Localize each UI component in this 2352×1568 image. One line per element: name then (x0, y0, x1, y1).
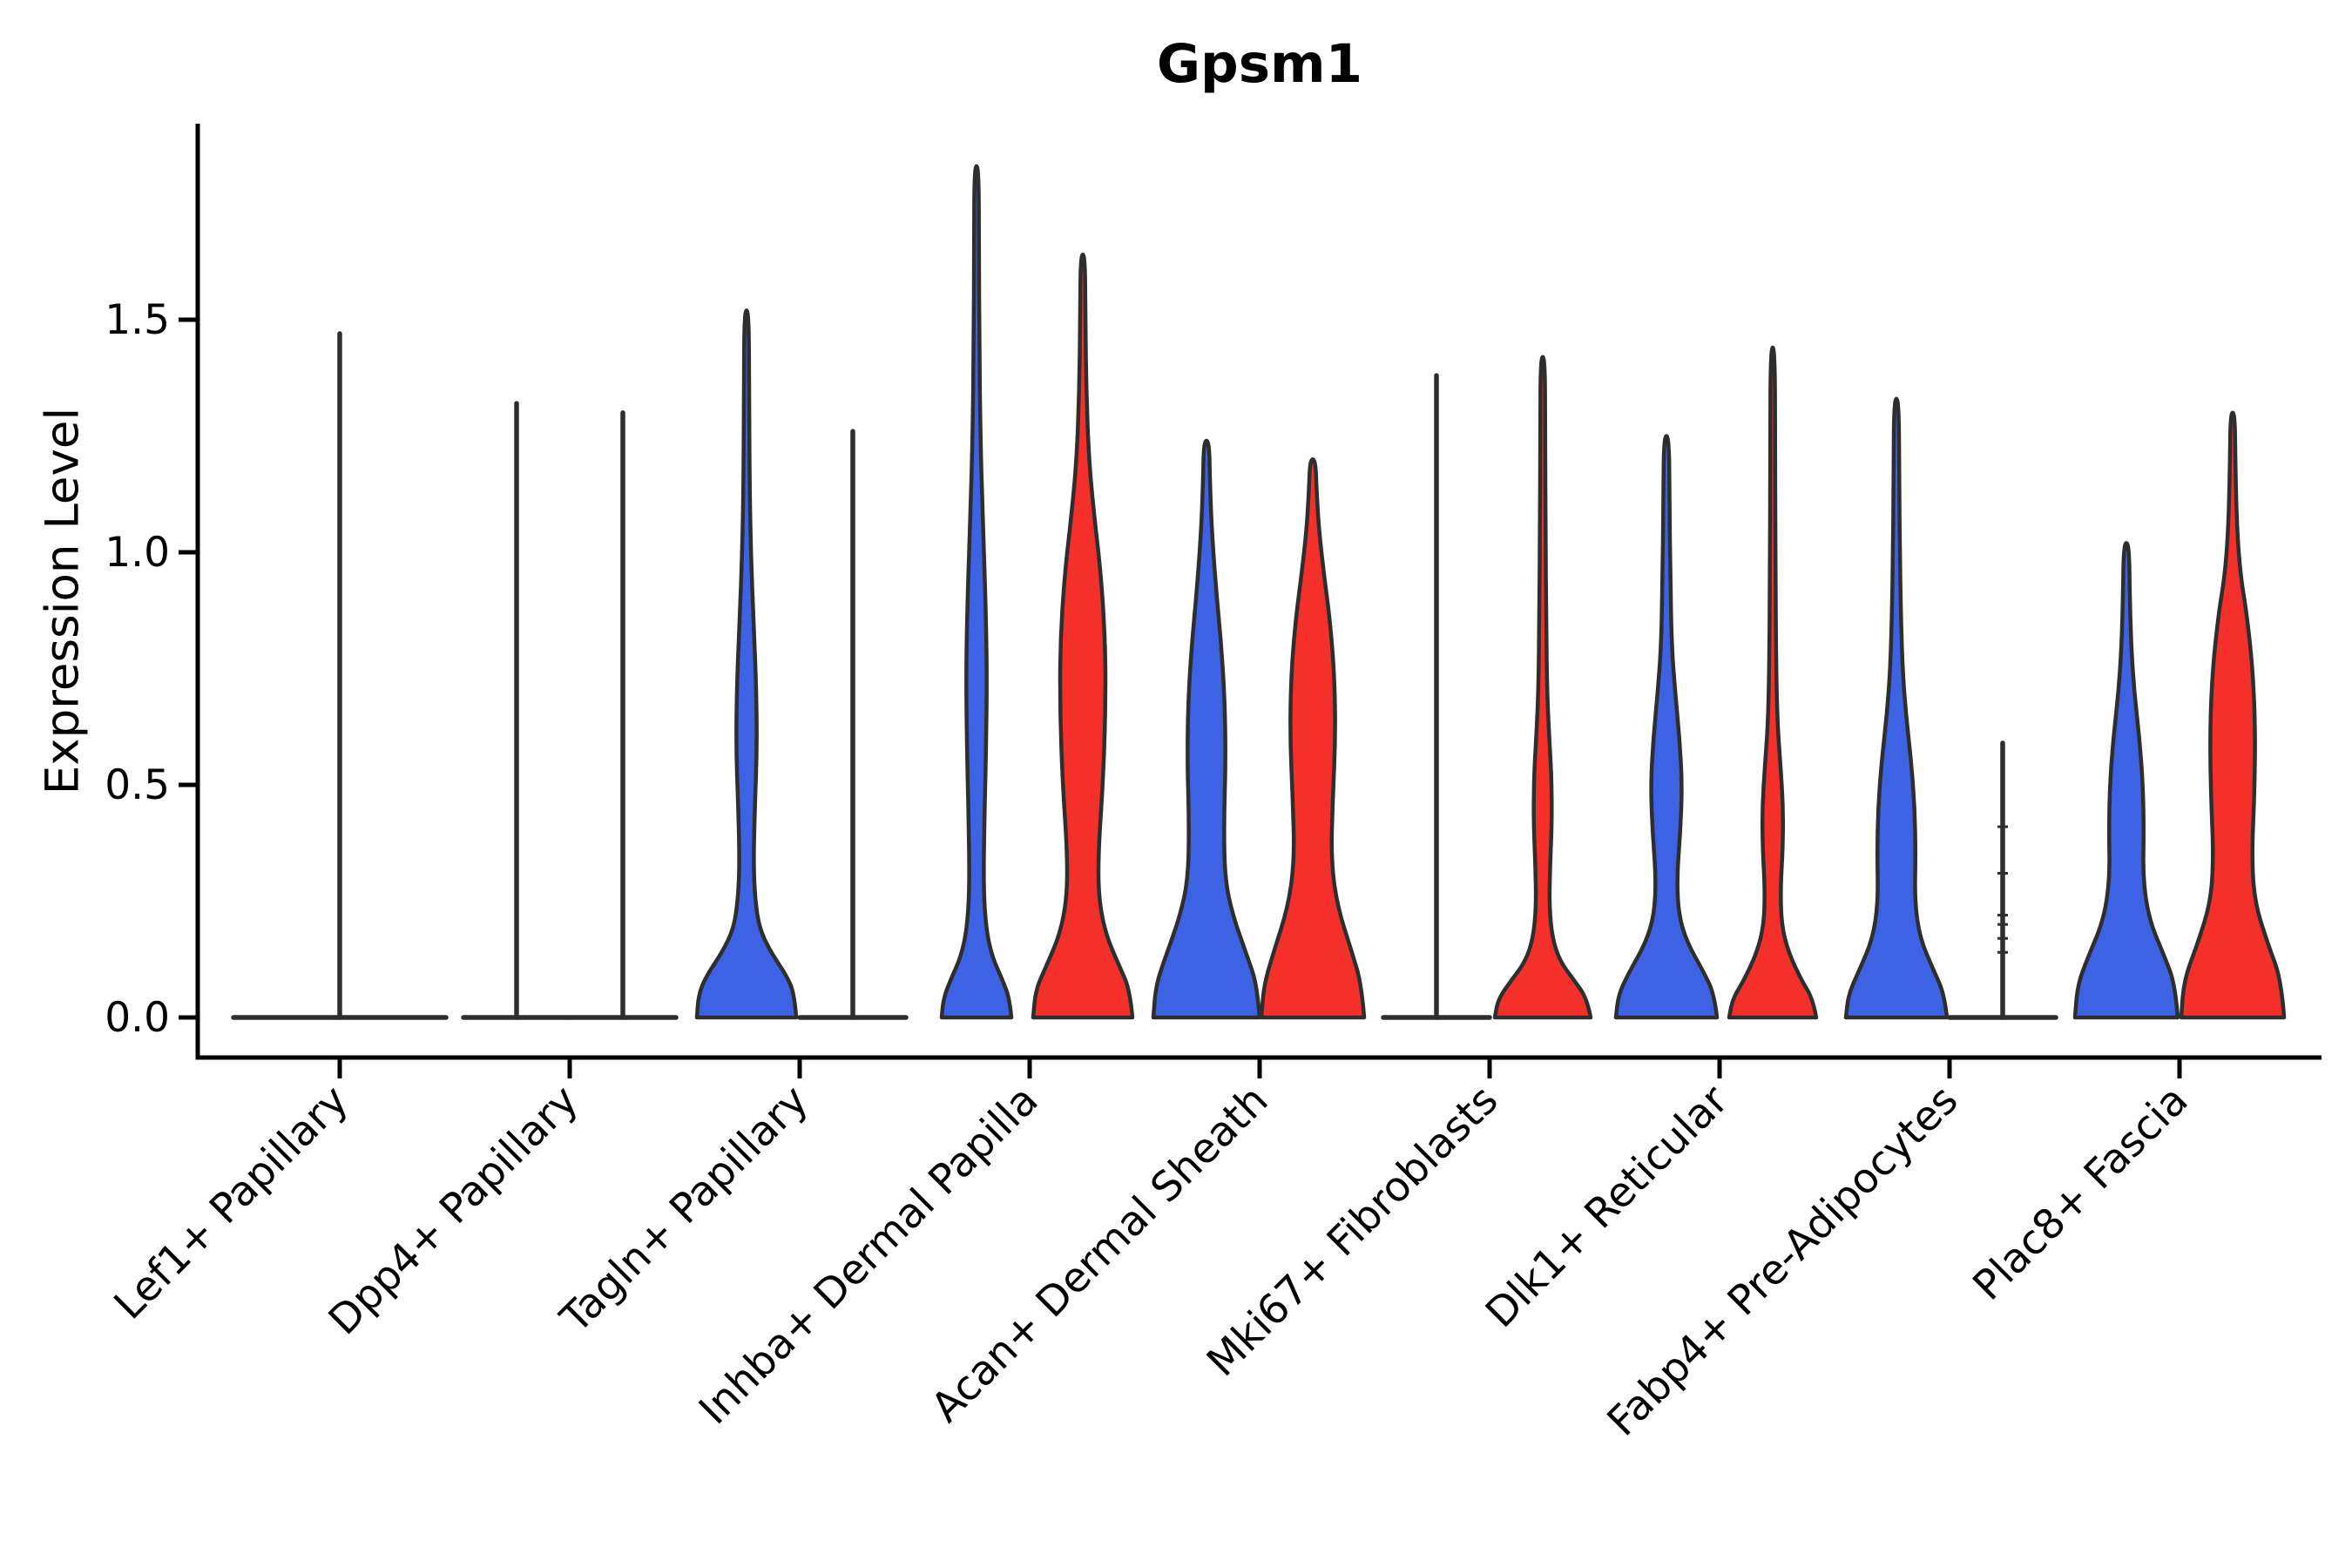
y-tick-label: 1.5 (105, 296, 170, 344)
violin-tagln-papillary-blue (694, 308, 799, 1020)
y-tick-label: 0.5 (105, 761, 170, 809)
violin-inhba-dermal-papilla-red (1031, 252, 1135, 1020)
violin-mki67-fibroblasts-red (1492, 355, 1593, 1020)
violin-fabp4-pre-adipocytes-blue (1843, 396, 1950, 1020)
x-tick-label: Plac8+ Fascia (1964, 1077, 2198, 1310)
violin-plac8-fascia-blue (2072, 541, 2180, 1020)
x-tick-label: Dlk1+ Reticular (1477, 1076, 1738, 1337)
violin-acan-dermal-sheath-red (1259, 456, 1367, 1020)
x-tick-label: Dpp4+ Papillary (320, 1077, 588, 1345)
violin-acan-dermal-sheath-blue (1151, 438, 1262, 1020)
x-tick-label: Lef1+ Papillary (105, 1077, 358, 1329)
chart-title: Gpsm1 (1156, 33, 1363, 95)
x-tick-label: Tagln+ Papillary (551, 1077, 818, 1343)
violin-inhba-dermal-papilla-blue (939, 164, 1014, 1020)
y-tick-label: 1.0 (105, 529, 170, 577)
violin-plac8-fascia-red (2179, 410, 2287, 1020)
violin-dlk1-reticular-red (1727, 345, 1819, 1020)
violin-dlk1-reticular-blue (1613, 434, 1720, 1020)
y-tick-label: 0.0 (105, 994, 170, 1042)
